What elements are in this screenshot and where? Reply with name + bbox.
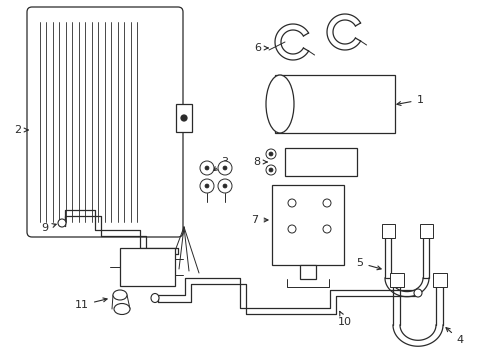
Circle shape	[204, 184, 208, 188]
Text: 3: 3	[213, 157, 228, 171]
Text: 1: 1	[396, 95, 423, 105]
Circle shape	[204, 166, 208, 170]
Circle shape	[265, 165, 275, 175]
Circle shape	[218, 179, 231, 193]
FancyBboxPatch shape	[27, 7, 183, 237]
Circle shape	[265, 149, 275, 159]
Bar	[176, 104, 192, 132]
Circle shape	[323, 225, 330, 233]
Circle shape	[268, 152, 272, 156]
Text: 9: 9	[41, 223, 56, 233]
Circle shape	[268, 168, 272, 172]
Text: 4: 4	[445, 328, 463, 345]
Bar	[381, 224, 394, 238]
Circle shape	[287, 199, 295, 207]
Ellipse shape	[265, 75, 293, 133]
Text: 8: 8	[253, 157, 266, 167]
Circle shape	[200, 179, 214, 193]
Bar	[419, 224, 432, 238]
Bar	[274, 75, 394, 133]
Text: 10: 10	[337, 311, 351, 327]
Bar	[120, 248, 175, 286]
Text: 2: 2	[15, 125, 28, 135]
Circle shape	[223, 184, 226, 188]
Circle shape	[323, 199, 330, 207]
Circle shape	[218, 161, 231, 175]
Circle shape	[181, 115, 186, 121]
Circle shape	[287, 225, 295, 233]
Bar	[389, 273, 403, 287]
Circle shape	[223, 166, 226, 170]
Ellipse shape	[114, 303, 130, 315]
Bar	[432, 273, 446, 287]
Ellipse shape	[58, 219, 66, 227]
Text: 6: 6	[254, 43, 267, 53]
Bar	[271, 185, 343, 265]
Ellipse shape	[151, 293, 159, 302]
Circle shape	[200, 161, 214, 175]
Text: 7: 7	[251, 215, 267, 225]
Ellipse shape	[413, 289, 421, 297]
Bar	[285, 148, 356, 176]
Text: 11: 11	[75, 298, 107, 310]
Bar	[299, 265, 315, 279]
Ellipse shape	[113, 290, 127, 300]
Text: 5: 5	[356, 258, 380, 270]
